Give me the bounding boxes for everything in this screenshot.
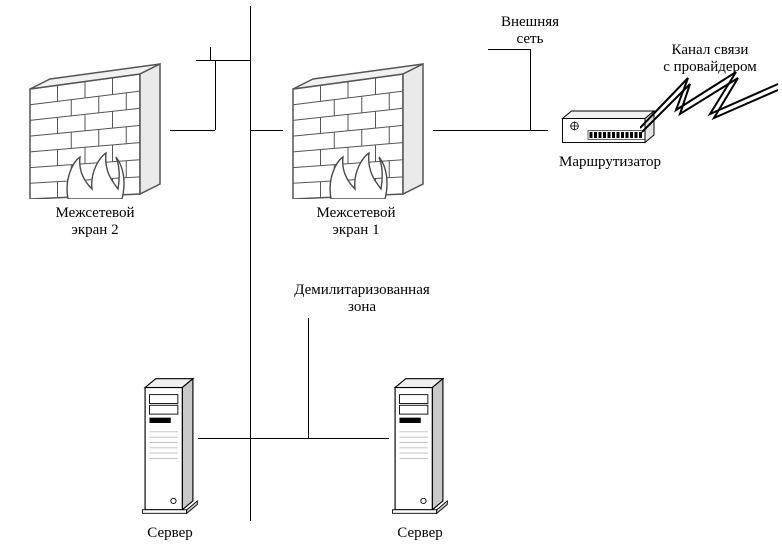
- connector-top_h_stub: [210, 47, 211, 60]
- connector-top_h: [196, 60, 250, 61]
- connector-fw2_v: [215, 60, 216, 130]
- connector-fw1_to_router_h: [433, 130, 548, 131]
- connector-ext_h: [488, 49, 530, 50]
- connector-main_v: [250, 6, 251, 521]
- label-server_r: Сервер: [380, 525, 460, 542]
- label-dmz: Демилитаризованная зона: [262, 282, 462, 317]
- connector-dmz_v: [308, 318, 309, 438]
- server-left-icon: [138, 375, 200, 517]
- server-right-icon: [388, 375, 450, 517]
- label-ext_net: Внешняя сеть: [470, 14, 590, 49]
- label-firewall2: Межсетевой экран 2: [30, 205, 160, 240]
- connector-dmz_h: [250, 438, 388, 439]
- connector-srv_l_h: [198, 438, 250, 439]
- label-server_l: Сервер: [130, 525, 210, 542]
- connector-fw2_h: [170, 130, 215, 131]
- firewall-1-icon: [283, 49, 433, 199]
- connector-ext_v: [530, 49, 531, 130]
- firewall-2-icon: [20, 49, 170, 199]
- label-firewall1: Межсетевой экран 1: [291, 205, 421, 240]
- connector-fw1_to_bus: [250, 130, 283, 131]
- label-router: Маршрутизатор: [540, 154, 680, 171]
- provider-link-icon: [640, 70, 780, 150]
